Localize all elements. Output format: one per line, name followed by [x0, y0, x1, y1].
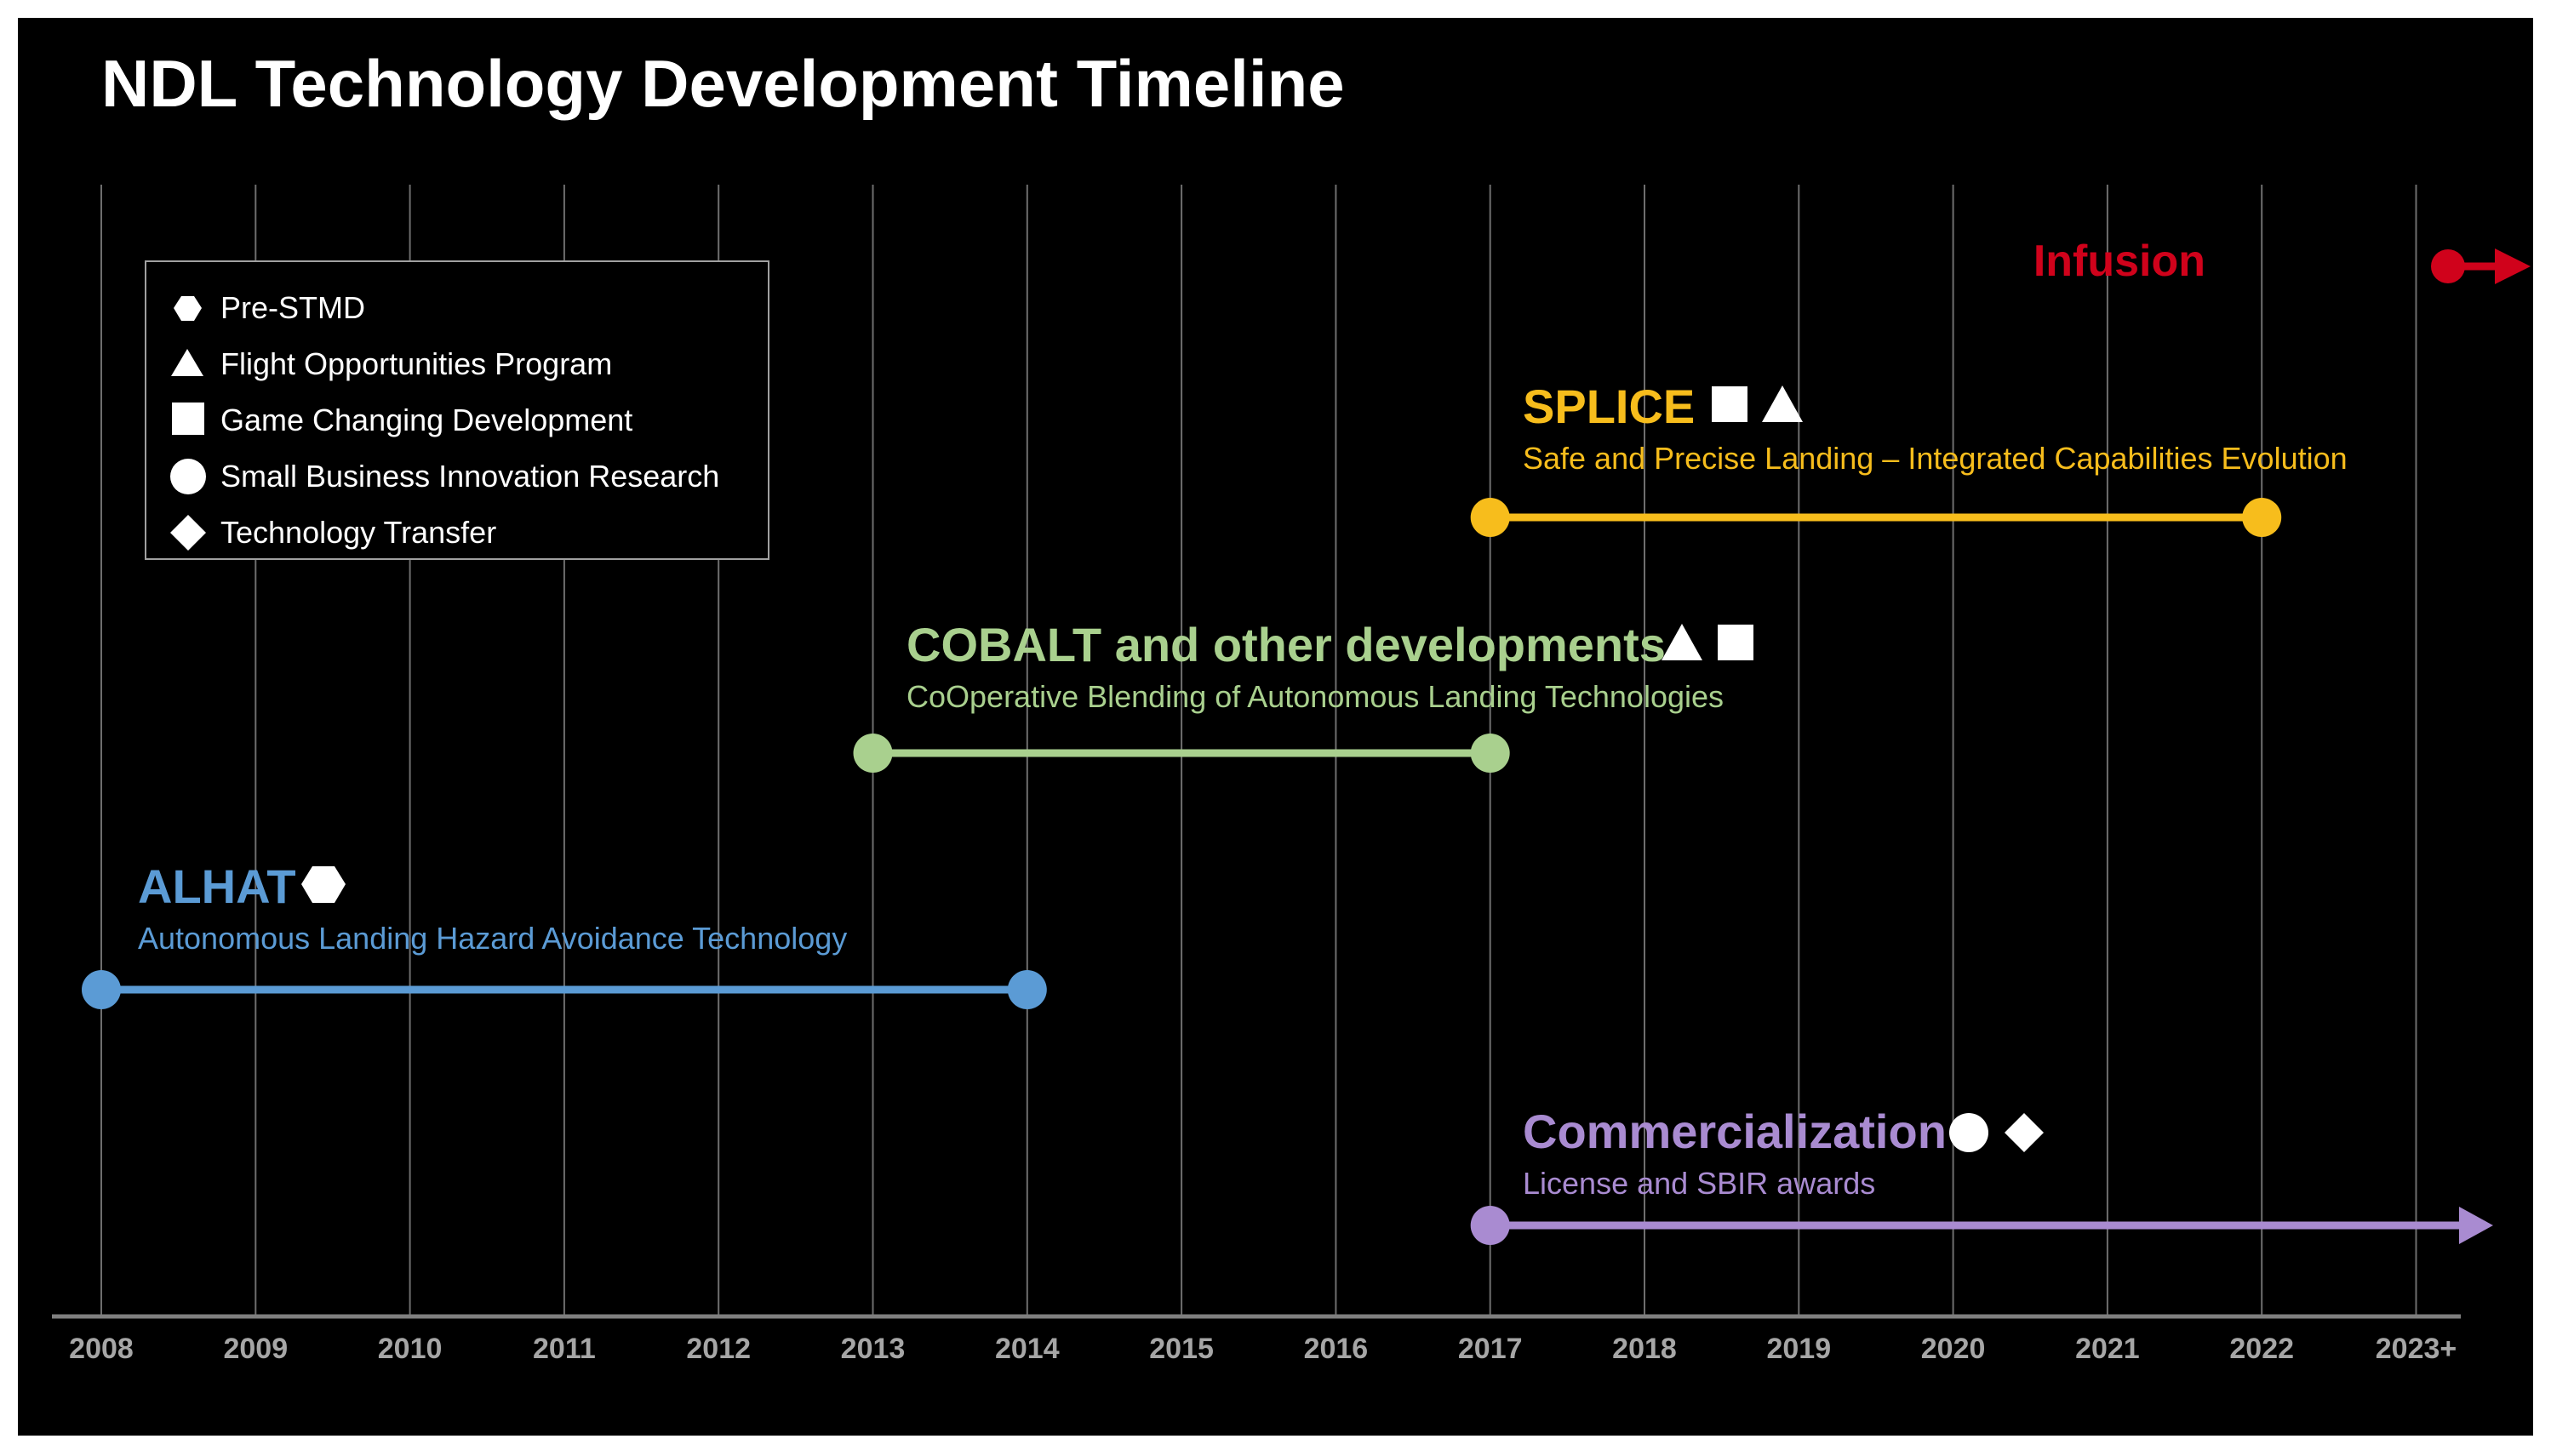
square-icon	[172, 403, 204, 435]
year-tick-label: 2017	[1458, 1333, 1523, 1365]
commercialization-project: Commercialization License and SBIR award…	[1470, 1105, 2493, 1245]
legend: Pre-STMD Flight Opportunities Program Ga…	[145, 260, 769, 560]
alhat-subtitle: Autonomous Landing Hazard Avoidance Tech…	[138, 921, 847, 956]
commercialization-title: Commercialization	[1523, 1105, 1947, 1158]
commercialization-subtitle: License and SBIR awards	[1523, 1166, 1875, 1201]
cobalt-start-dot	[853, 734, 893, 773]
alhat-start-dot	[82, 970, 121, 1009]
year-tick-label: 2013	[841, 1333, 906, 1365]
year-tick-label: 2014	[995, 1333, 1060, 1365]
year-tick-label: 2018	[1612, 1333, 1677, 1365]
timeline-diagram: NDL Technology Development Timeline 2008…	[52, 46, 2531, 1365]
splice-start-dot	[1470, 498, 1510, 537]
year-tick-labels: 2008 2009 2010 2011 2012 2013 2014 2015 2016 2017…	[69, 1333, 2457, 1365]
infusion-arrowhead	[2495, 248, 2531, 284]
hexagon-icon	[301, 866, 346, 903]
commercialization-arrowhead	[2459, 1207, 2493, 1244]
cobalt-project: COBALT and other developments CoOperativ…	[853, 618, 1753, 773]
legend-item-game-changing: Game Changing Development	[220, 403, 632, 437]
splice-subtitle: Safe and Precise Landing – Integrated Ca…	[1523, 441, 2348, 476]
year-tick-label: 2012	[686, 1333, 751, 1365]
splice-title: SPLICE	[1523, 380, 1695, 433]
square-icon	[1712, 386, 1747, 422]
alhat-title: ALHAT	[138, 859, 296, 913]
infusion-marker: Infusion	[2033, 237, 2531, 286]
alhat-end-dot	[1007, 970, 1047, 1009]
triangle-icon	[1662, 624, 1702, 660]
triangle-icon	[171, 349, 203, 376]
hexagon-icon	[174, 296, 202, 321]
cobalt-subtitle: CoOperative Blending of Autonomous Landi…	[907, 679, 1724, 714]
year-tick-label: 2022	[2229, 1333, 2294, 1365]
alhat-project: ALHAT Autonomous Landing Hazard Avoidanc…	[82, 859, 1047, 1009]
infusion-label: Infusion	[2033, 237, 2205, 286]
year-tick-label: 2009	[223, 1333, 288, 1365]
circle-icon	[170, 459, 206, 494]
year-tick-label: 2008	[69, 1333, 134, 1365]
cobalt-end-dot	[1470, 734, 1510, 773]
splice-end-dot	[2242, 498, 2282, 537]
year-tick-label: 2021	[2075, 1333, 2140, 1365]
triangle-icon	[1762, 385, 1803, 422]
year-tick-label: 2010	[378, 1333, 443, 1365]
splice-project: SPLICE Safe and Precise Landing – Integr…	[1470, 380, 2348, 537]
legend-box	[145, 260, 769, 560]
circle-icon	[1949, 1113, 1988, 1152]
year-tick-label: 2020	[1921, 1333, 1986, 1365]
diamond-icon	[2005, 1113, 2044, 1152]
page-title: NDL Technology Development Timeline	[101, 46, 1345, 121]
legend-item-sbir: Small Business Innovation Research	[220, 459, 719, 494]
legend-item-pre-stmd: Pre-STMD	[220, 290, 365, 325]
year-tick-label: 2019	[1766, 1333, 1831, 1365]
timeline-slide: NDL Technology Development Timeline 2008…	[18, 18, 2533, 1436]
legend-item-technology-transfer: Technology Transfer	[220, 515, 496, 550]
year-tick-label: 2016	[1304, 1333, 1369, 1365]
year-tick-label: 2011	[533, 1333, 596, 1365]
commercialization-start-dot	[1470, 1206, 1510, 1245]
diamond-icon	[170, 515, 206, 551]
year-tick-label: 2023+	[2376, 1333, 2457, 1365]
cobalt-title: COBALT and other developments	[907, 618, 1666, 671]
legend-item-flight-opportunities: Flight Opportunities Program	[220, 346, 612, 381]
year-tick-label: 2015	[1149, 1333, 1214, 1365]
square-icon	[1718, 625, 1753, 660]
